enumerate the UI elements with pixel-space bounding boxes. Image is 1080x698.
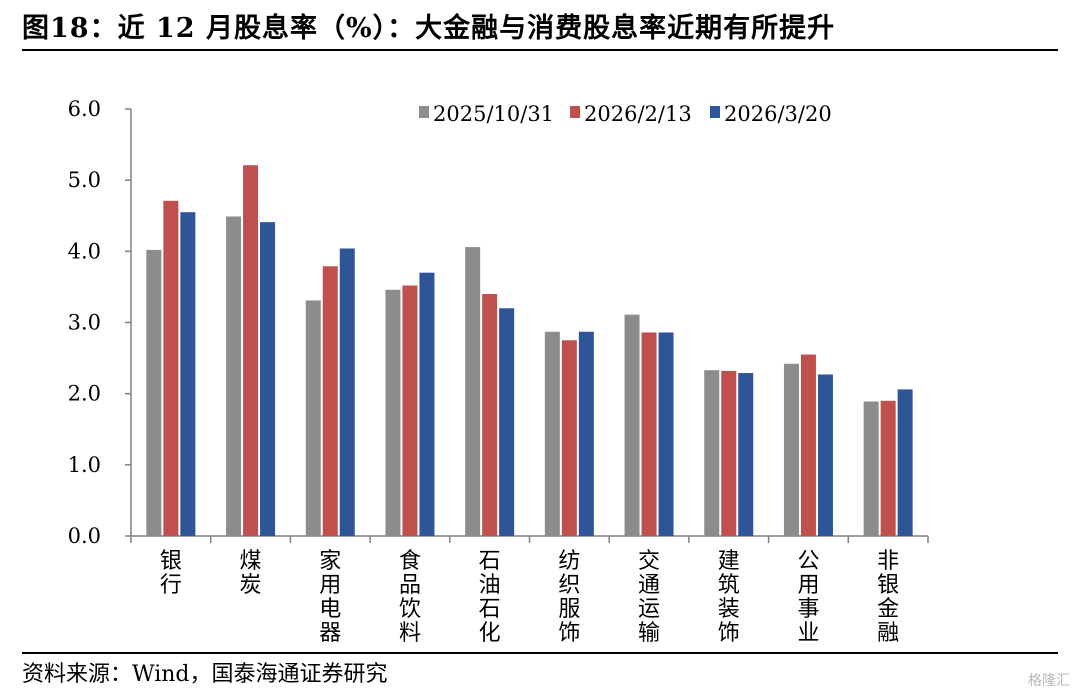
legend-swatch	[710, 106, 720, 118]
x-tick-label: 交通运输	[638, 549, 660, 646]
bar	[339, 248, 355, 536]
bar	[482, 294, 498, 536]
watermark-logo: 格隆汇	[1028, 673, 1070, 689]
bar	[800, 354, 816, 536]
bar	[146, 249, 162, 536]
chart-title: 图18：近 12 月股息率（%）：大金融与消费股息率近期有所提升	[22, 13, 836, 44]
bar	[863, 401, 879, 536]
bar	[880, 400, 896, 536]
legend-label: 2026/2/13	[584, 102, 692, 126]
bar	[180, 212, 196, 537]
bar	[402, 285, 418, 536]
y-tick-label: 4.0	[68, 239, 101, 263]
bar	[897, 389, 913, 536]
y-tick-label: 0.0	[68, 524, 101, 548]
bar	[578, 331, 594, 536]
source-rule	[22, 652, 1058, 654]
bar	[817, 374, 833, 536]
bar	[260, 222, 276, 536]
y-tick-label: 5.0	[68, 168, 101, 192]
bar	[704, 370, 720, 536]
x-tick-label: 纺织服饰	[558, 549, 580, 646]
x-tick-label: 食品饮料	[399, 549, 421, 646]
bar	[419, 272, 435, 536]
title-rule	[22, 49, 1058, 51]
bar	[385, 289, 401, 536]
bar	[226, 216, 242, 536]
y-tick-label: 2.0	[68, 382, 101, 406]
legend-swatch	[570, 106, 580, 118]
legend-label: 2025/10/31	[433, 102, 554, 126]
bar	[561, 340, 577, 536]
bar	[544, 331, 560, 536]
bar	[465, 247, 481, 536]
bar	[322, 266, 338, 536]
bar	[641, 332, 657, 536]
bar	[499, 308, 515, 536]
bar	[305, 300, 321, 536]
bar	[721, 370, 737, 536]
bar	[163, 200, 179, 536]
legend-label: 2026/3/20	[724, 102, 832, 126]
source-note: 资料来源：Wind，国泰海通证券研究	[22, 662, 388, 687]
x-tick-label: 建筑装饰	[718, 549, 740, 646]
x-tick-label: 煤炭	[240, 549, 262, 598]
bar	[783, 363, 799, 536]
chart-bars	[146, 165, 913, 537]
legend-swatch	[419, 106, 429, 118]
y-tick-label: 6.0	[68, 97, 101, 121]
bar	[738, 373, 754, 536]
bar	[624, 314, 640, 536]
chart-legend: 2025/10/31 2026/2/13 2026/3/20	[419, 102, 832, 126]
x-tick-label: 银行	[160, 549, 182, 598]
bar	[658, 332, 674, 536]
x-tick-label: 公用事业	[797, 549, 819, 646]
x-tick-label: 家用电器	[319, 549, 341, 646]
x-tick-label: 非银金融	[877, 549, 899, 646]
y-tick-label: 1.0	[68, 453, 101, 477]
x-tick-label: 石油石化	[479, 549, 501, 646]
bar	[243, 165, 259, 536]
y-tick-label: 3.0	[68, 311, 101, 335]
